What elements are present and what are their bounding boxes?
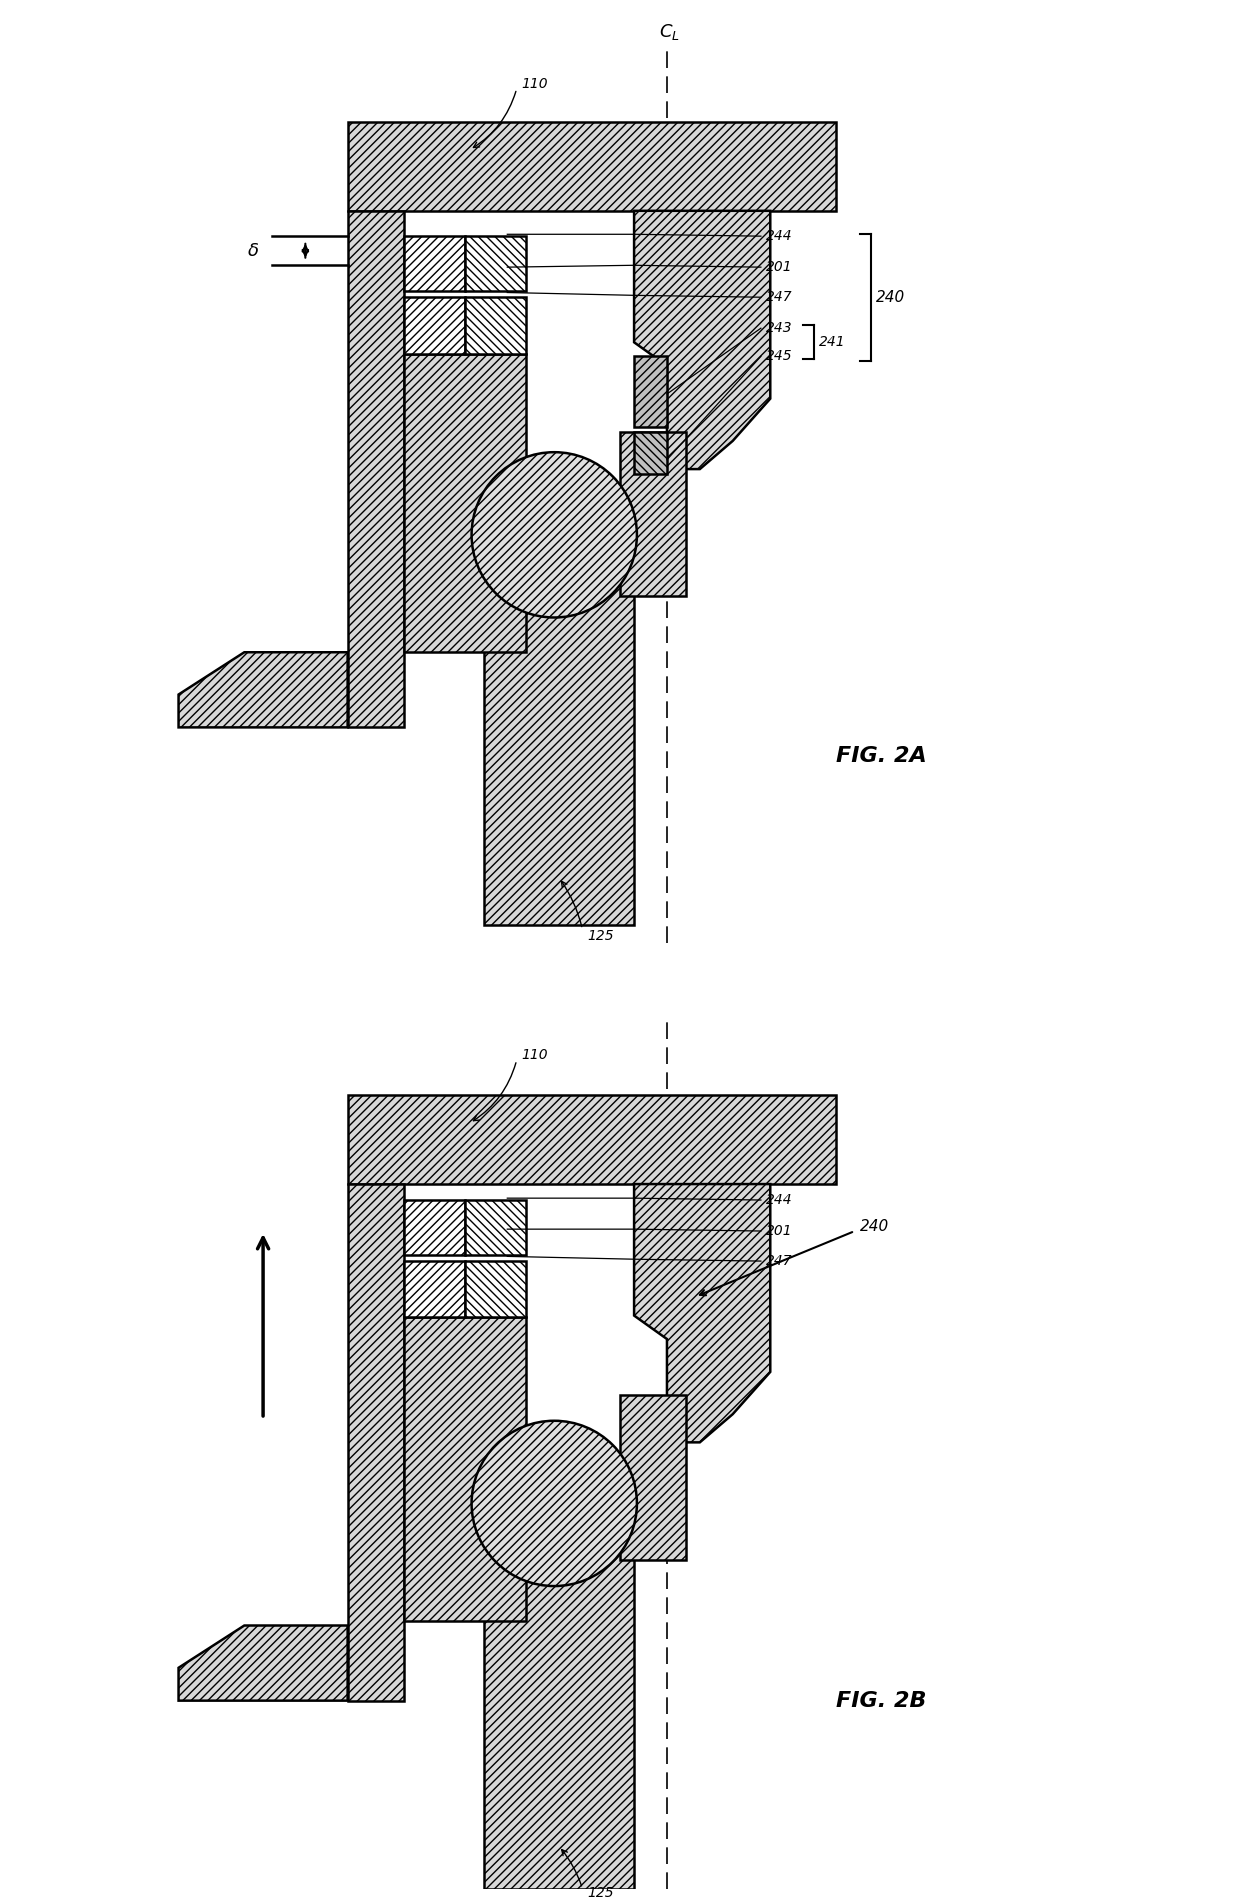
- Circle shape: [471, 1422, 637, 1585]
- Bar: [465, 1201, 526, 1254]
- Text: 125: 125: [587, 929, 614, 942]
- Bar: [465, 236, 526, 291]
- Text: δ: δ: [248, 242, 259, 259]
- Bar: [404, 297, 465, 354]
- Text: 245: 245: [765, 350, 792, 363]
- Polygon shape: [179, 653, 347, 727]
- Bar: [484, 531, 634, 925]
- Bar: [404, 1262, 465, 1317]
- Bar: [634, 356, 667, 426]
- Text: 240: 240: [875, 289, 905, 304]
- Bar: [347, 122, 836, 211]
- Text: 243: 243: [765, 322, 792, 335]
- Text: FIG. 2B: FIG. 2B: [836, 1690, 926, 1711]
- Bar: [620, 1395, 686, 1560]
- Bar: [620, 432, 686, 596]
- Polygon shape: [634, 1184, 770, 1442]
- Text: 110: 110: [521, 1049, 548, 1062]
- Text: 247: 247: [765, 291, 792, 304]
- Bar: [404, 1201, 465, 1254]
- Bar: [404, 354, 526, 653]
- Polygon shape: [634, 211, 770, 470]
- Bar: [484, 1513, 634, 1888]
- Bar: [404, 236, 465, 291]
- Text: 201: 201: [765, 261, 792, 274]
- Text: $C_L$: $C_L$: [660, 21, 681, 42]
- Bar: [347, 1094, 836, 1184]
- Text: FIG. 2A: FIG. 2A: [836, 746, 926, 765]
- Text: 110: 110: [521, 76, 548, 91]
- Text: 241: 241: [820, 335, 846, 350]
- Bar: [634, 432, 667, 474]
- Text: 125: 125: [587, 1886, 614, 1901]
- Text: 201: 201: [765, 1224, 792, 1239]
- Polygon shape: [179, 1625, 347, 1701]
- Bar: [347, 1184, 404, 1701]
- Text: 244: 244: [765, 228, 792, 244]
- Text: 240: 240: [859, 1218, 889, 1233]
- Bar: [465, 297, 526, 354]
- Circle shape: [471, 453, 637, 617]
- Text: 244: 244: [765, 1193, 792, 1207]
- Bar: [465, 1262, 526, 1317]
- Bar: [404, 1317, 526, 1621]
- Text: 247: 247: [765, 1254, 792, 1267]
- Bar: [347, 211, 404, 727]
